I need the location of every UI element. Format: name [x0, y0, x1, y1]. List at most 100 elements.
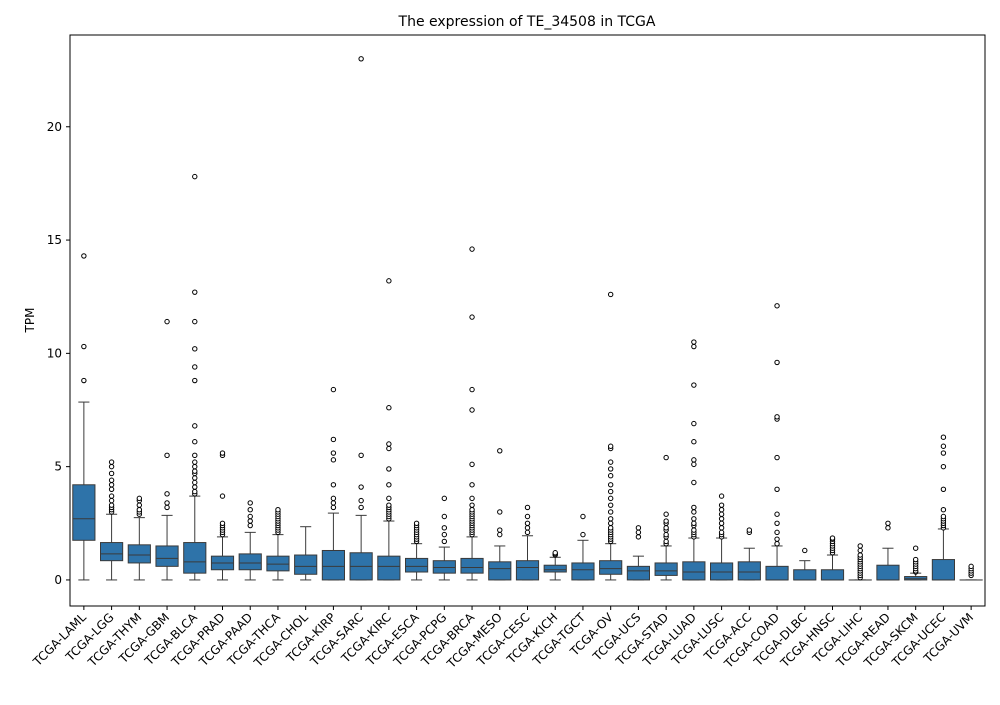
- outlier-point-tcga-ov: [608, 444, 612, 448]
- outlier-point-tcga-ucs: [636, 526, 640, 530]
- outlier-point-tcga-lgg: [109, 487, 113, 491]
- outlier-point-tcga-kirc: [387, 442, 391, 446]
- outlier-point-tcga-blca: [193, 480, 197, 484]
- outlier-point-tcga-lgg: [109, 478, 113, 482]
- y-tick-label: 5: [54, 460, 62, 474]
- outlier-point-tcga-ov: [608, 460, 612, 464]
- outlier-point-tcga-coad: [775, 521, 779, 525]
- outlier-point-tcga-laml: [82, 254, 86, 258]
- box-tcga-esca: [406, 558, 428, 572]
- outlier-point-tcga-ov: [608, 474, 612, 478]
- outlier-point-tcga-blca: [193, 174, 197, 178]
- outlier-point-tcga-gbm: [165, 453, 169, 457]
- box-tcga-ov: [600, 561, 622, 575]
- box-tcga-pcpg: [433, 561, 455, 573]
- outlier-point-tcga-lusc: [719, 503, 723, 507]
- outlier-point-tcga-ov: [608, 292, 612, 296]
- outlier-point-tcga-luad: [692, 528, 696, 532]
- outlier-point-tcga-ov: [608, 503, 612, 507]
- outlier-point-tcga-uvm: [969, 564, 973, 568]
- outlier-point-tcga-brca: [470, 503, 474, 507]
- box-tcga-cesc: [516, 561, 538, 580]
- outlier-point-tcga-lihc: [858, 548, 862, 552]
- outlier-point-tcga-kirc: [387, 406, 391, 410]
- outlier-point-tcga-sarc: [359, 498, 363, 502]
- outlier-point-tcga-ov: [608, 517, 612, 521]
- outlier-point-tcga-luad: [692, 458, 696, 462]
- box-tcga-gbm: [156, 546, 178, 566]
- outlier-point-tcga-luad: [692, 344, 696, 348]
- box-tcga-tgct: [572, 563, 594, 580]
- outlier-point-tcga-meso: [498, 528, 502, 532]
- outlier-point-tcga-paad: [248, 519, 252, 523]
- box-tcga-lusc: [711, 563, 733, 580]
- outlier-point-tcga-kirp: [331, 505, 335, 509]
- outlier-point-tcga-coad: [775, 537, 779, 541]
- outlier-point-tcga-read: [886, 521, 890, 525]
- outlier-point-tcga-lgg: [109, 494, 113, 498]
- outlier-point-tcga-gbm: [165, 501, 169, 505]
- outlier-point-tcga-sarc: [359, 453, 363, 457]
- outlier-point-tcga-lusc: [719, 530, 723, 534]
- y-tick-label: 10: [47, 346, 62, 360]
- y-tick-label: 0: [54, 573, 62, 587]
- outlier-point-tcga-laml: [82, 344, 86, 348]
- outlier-point-tcga-lgg: [109, 498, 113, 502]
- outlier-point-tcga-coad: [775, 541, 779, 545]
- outlier-point-tcga-paad: [248, 523, 252, 527]
- outlier-point-tcga-lgg: [109, 464, 113, 468]
- outlier-point-tcga-stad: [664, 512, 668, 516]
- box-tcga-skcm: [905, 577, 927, 580]
- box-tcga-laml: [73, 485, 95, 541]
- outlier-point-tcga-stad: [664, 526, 668, 530]
- outlier-point-tcga-blca: [193, 365, 197, 369]
- outlier-point-tcga-pcpg: [442, 526, 446, 530]
- outlier-point-tcga-coad: [775, 512, 779, 516]
- outlier-point-tcga-skcm: [913, 546, 917, 550]
- outlier-point-tcga-dlbc: [803, 548, 807, 552]
- outlier-point-tcga-brca: [470, 315, 474, 319]
- outlier-point-tcga-pcpg: [442, 539, 446, 543]
- outlier-point-tcga-ucec: [941, 451, 945, 455]
- outlier-point-tcga-cesc: [525, 514, 529, 518]
- outlier-point-tcga-lusc: [719, 512, 723, 516]
- outlier-point-tcga-luad: [692, 421, 696, 425]
- outlier-point-tcga-brca: [470, 496, 474, 500]
- outlier-point-tcga-lgg: [109, 483, 113, 487]
- box-tcga-kich: [544, 565, 566, 572]
- outlier-point-tcga-thym: [137, 508, 141, 512]
- box-tcga-kirc: [378, 556, 400, 580]
- outlier-point-tcga-acc: [747, 528, 751, 532]
- outlier-point-tcga-gbm: [165, 505, 169, 509]
- outlier-point-tcga-blca: [193, 469, 197, 473]
- box-tcga-coad: [766, 566, 788, 580]
- outlier-point-tcga-ucec: [941, 435, 945, 439]
- outlier-point-tcga-brca: [470, 247, 474, 251]
- outlier-point-tcga-sarc: [359, 485, 363, 489]
- outlier-point-tcga-coad: [775, 415, 779, 419]
- box-tcga-hnsc: [821, 570, 843, 580]
- box-tcga-brca: [461, 558, 483, 573]
- box-tcga-thca: [267, 556, 289, 571]
- outlier-point-tcga-meso: [498, 532, 502, 536]
- outlier-point-tcga-cesc: [525, 530, 529, 534]
- outlier-point-tcga-pcpg: [442, 532, 446, 536]
- chart-title: The expression of TE_34508 in TCGA: [398, 14, 656, 30]
- outlier-point-tcga-blca: [193, 476, 197, 480]
- outlier-point-tcga-pcpg: [442, 496, 446, 500]
- outlier-point-tcga-ov: [608, 483, 612, 487]
- outlier-point-tcga-meso: [498, 449, 502, 453]
- outlier-point-tcga-coad: [775, 360, 779, 364]
- outlier-point-tcga-stad: [664, 455, 668, 459]
- box-tcga-kirp: [322, 550, 344, 579]
- outlier-point-tcga-coad: [775, 455, 779, 459]
- outlier-point-tcga-kirc: [387, 467, 391, 471]
- outlier-point-tcga-kirc: [387, 496, 391, 500]
- outlier-point-tcga-thym: [137, 503, 141, 507]
- outlier-point-tcga-kirp: [331, 483, 335, 487]
- outlier-point-tcga-tgct: [581, 514, 585, 518]
- outlier-point-tcga-kirp: [331, 501, 335, 505]
- outlier-point-tcga-ucs: [636, 530, 640, 534]
- outlier-point-tcga-ov: [608, 489, 612, 493]
- outlier-point-tcga-luad: [692, 440, 696, 444]
